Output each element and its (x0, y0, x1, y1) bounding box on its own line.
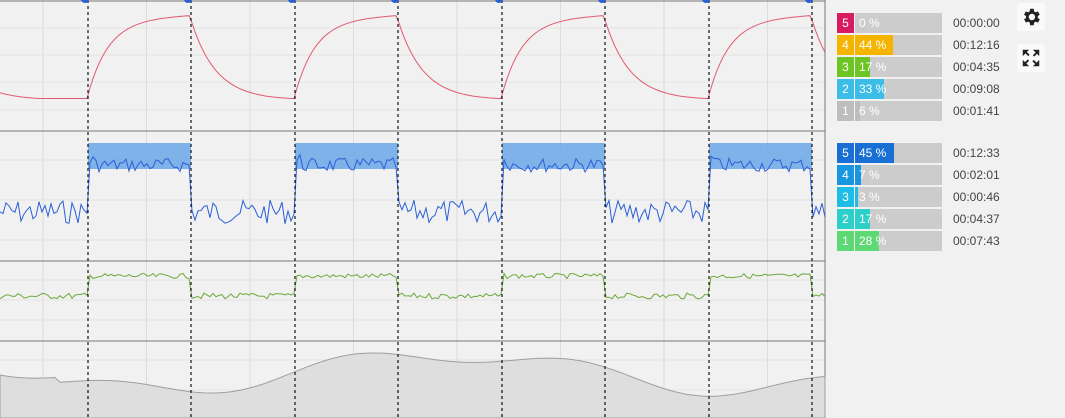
zone-bar: 44 % (855, 35, 942, 55)
zone-bar: 17 % (855, 57, 942, 77)
zone-number: 3 (837, 187, 854, 207)
zone-bar-fill (855, 231, 880, 251)
zone-bar-fill (855, 79, 884, 99)
zone-number: 5 (837, 13, 854, 33)
zone-row: 1 28 % (837, 231, 942, 251)
zone-percent: 28 % (859, 234, 887, 248)
zone-number: 2 (837, 209, 854, 229)
zone-time: 00:00:00 (953, 16, 1000, 30)
zone-bar-fill (855, 101, 861, 121)
interval-marker (495, 0, 503, 3)
zone-row: 3 17 % (837, 57, 942, 77)
zone-number: 4 (837, 35, 854, 55)
zone-bar-fill (855, 187, 858, 207)
zone-percent: 44 % (859, 38, 887, 52)
zone-bar: 3 % (855, 187, 942, 207)
zone-row: 3 3 % (837, 187, 942, 207)
zone-bar: 17 % (855, 209, 942, 229)
interval-marker (288, 0, 296, 3)
zone-percent: 45 % (859, 146, 887, 160)
zone-bar: 33 % (855, 79, 942, 99)
activity-chart[interactable] (0, 0, 830, 418)
power-line (0, 15, 826, 99)
zone-percent: 7 % (859, 168, 880, 182)
zone-time: 00:04:35 (953, 60, 1000, 74)
zone-bar: 7 % (855, 165, 942, 185)
zone-row: 1 6 % (837, 101, 942, 121)
chart-background (0, 0, 825, 418)
zone-bar: 0 % (855, 13, 942, 33)
zone-bar-fill (855, 165, 862, 185)
elevation-area (0, 352, 826, 418)
zone-number: 1 (837, 231, 854, 251)
interval-marker (598, 0, 606, 3)
zone-percent: 17 % (859, 60, 887, 74)
gear-icon (1024, 8, 1040, 26)
zone-time: 00:00:46 (953, 190, 1000, 204)
zone-bar: 28 % (855, 231, 942, 251)
expand-icon (1022, 49, 1040, 67)
interval-highlight (295, 143, 398, 169)
interval-marker (805, 0, 813, 3)
zone-row: 4 7 % (837, 165, 942, 185)
interval-marker (702, 0, 710, 3)
zone-time: 00:02:01 (953, 168, 1000, 182)
interval-marker (184, 0, 192, 3)
zone-row: 2 17 % (837, 209, 942, 229)
cadence-line (0, 272, 826, 300)
zone-percent: 3 % (859, 190, 880, 204)
zone-time: 00:09:08 (953, 82, 1000, 96)
zone-number: 2 (837, 79, 854, 99)
settings-button[interactable] (1017, 3, 1045, 31)
zone-bar-fill (855, 143, 895, 163)
interval-highlight (709, 143, 812, 169)
zone-time: 00:01:41 (953, 104, 1000, 118)
interval-marker (81, 0, 89, 3)
zone-bar-fill (855, 57, 870, 77)
zone-bar: 45 % (855, 143, 942, 163)
zone-time: 00:12:16 (953, 38, 1000, 52)
zone-bar-fill (855, 209, 870, 229)
fullscreen-button[interactable] (1017, 44, 1045, 72)
zone-row: 4 44 % (837, 35, 942, 55)
zone-bar: 6 % (855, 101, 942, 121)
zone-bar-fill (855, 35, 894, 55)
zone-row: 5 45 % (837, 143, 942, 163)
zone-time: 00:04:37 (953, 212, 1000, 226)
zone-number: 5 (837, 143, 854, 163)
zone-row: 2 33 % (837, 79, 942, 99)
zone-time: 00:12:33 (953, 146, 1000, 160)
heartrate-line (0, 153, 826, 224)
zone-number: 1 (837, 101, 854, 121)
zone-percent: 0 % (859, 16, 880, 30)
zone-time: 00:07:43 (953, 234, 1000, 248)
zone-percent: 33 % (859, 82, 887, 96)
zone-row: 5 0 % (837, 13, 942, 33)
zone-number: 3 (837, 57, 854, 77)
zone-number: 4 (837, 165, 854, 185)
zone-percent: 6 % (859, 104, 880, 118)
interval-marker (391, 0, 399, 3)
interval-highlight (88, 143, 191, 169)
zone-percent: 17 % (859, 212, 887, 226)
